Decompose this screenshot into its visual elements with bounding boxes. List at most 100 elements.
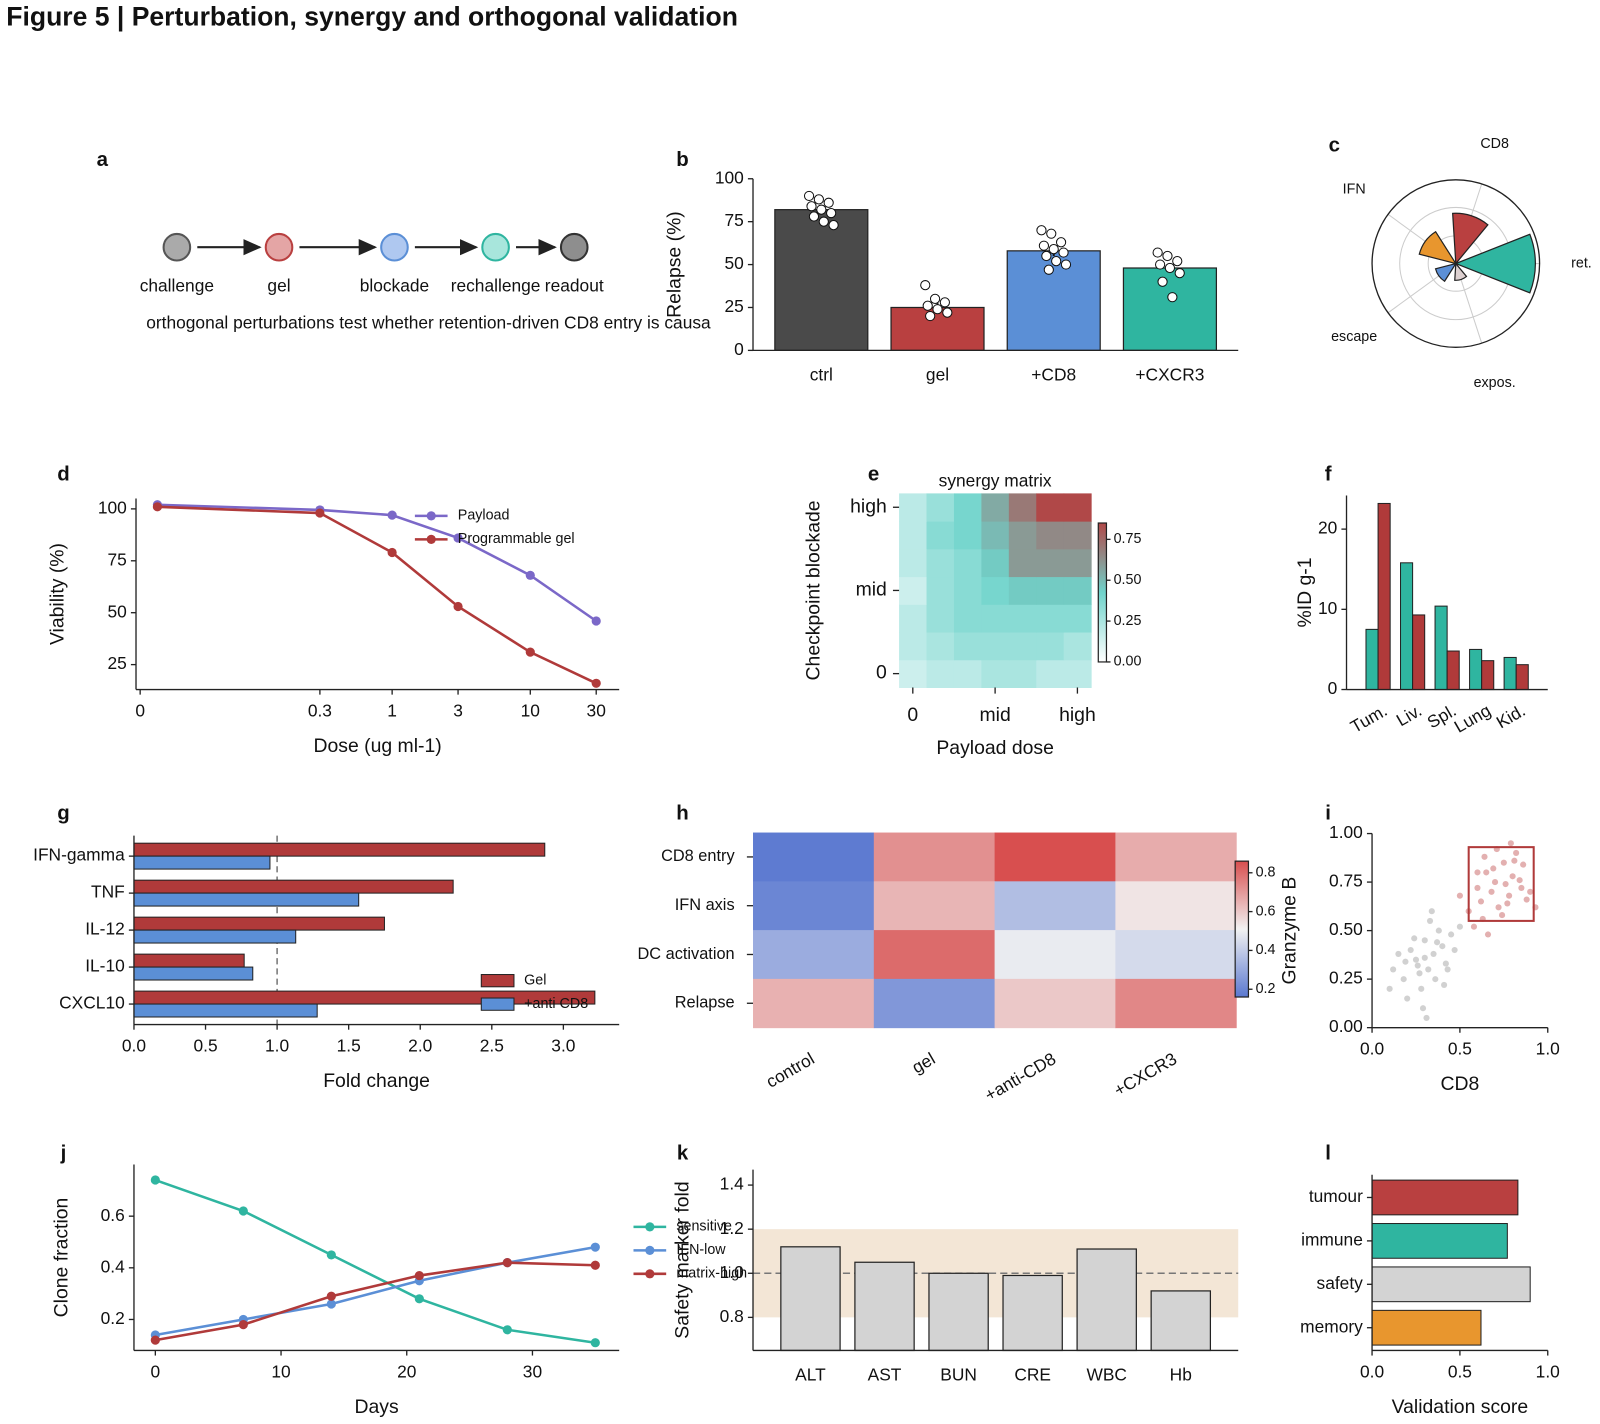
data-point — [1172, 256, 1183, 267]
y-tick-label: 1.2 — [720, 1218, 744, 1238]
line — [154, 1178, 596, 1344]
heatmap-cell — [1008, 576, 1037, 605]
scatter-point — [1507, 840, 1514, 847]
data-point — [1164, 262, 1176, 274]
heatmap-cell — [981, 576, 1010, 605]
scatter-point — [1527, 888, 1534, 895]
panel-label: i — [1325, 803, 1331, 825]
scatter-point — [1500, 859, 1507, 866]
line-marker — [387, 510, 397, 520]
bar — [1481, 660, 1495, 691]
panel-label: j — [60, 1143, 67, 1165]
x-tick-label: 1.0 — [265, 1036, 289, 1056]
colorbar — [1097, 522, 1108, 663]
heatmap-cell — [873, 832, 996, 882]
bar — [1150, 1290, 1212, 1352]
scatter-point — [1432, 976, 1439, 983]
scatter-point — [1474, 869, 1481, 876]
scatter-point — [1483, 869, 1490, 876]
scatter-point — [1390, 966, 1397, 973]
polar-bar — [1454, 261, 1468, 281]
heatmap-cell — [753, 832, 875, 882]
heatmap-cell — [953, 576, 982, 605]
line — [157, 505, 597, 685]
line-marker — [150, 1335, 160, 1345]
legend-label: +anti CD8 — [524, 996, 588, 1012]
x-tick-label: 0.5 — [1448, 1362, 1472, 1382]
x-tick-label: Kid. — [1493, 700, 1529, 732]
data-point — [1046, 228, 1057, 239]
flow-node — [162, 232, 192, 262]
heatmap-cell — [953, 548, 982, 578]
y-tick-label: 75 — [725, 210, 744, 230]
scatter-point — [1439, 943, 1446, 950]
data-point — [1036, 225, 1047, 236]
y-tick-label: 10 — [1318, 598, 1337, 618]
bar — [133, 953, 245, 968]
x-tick-label: ctrl — [810, 364, 833, 384]
y-tick-label: 75 — [108, 549, 127, 569]
heatmap-cell — [1036, 548, 1065, 578]
line-marker — [152, 502, 163, 512]
line-marker — [326, 1291, 336, 1301]
legend-marker — [645, 1269, 655, 1279]
scatter-point — [1495, 904, 1502, 911]
data-point — [1048, 244, 1059, 255]
polar-bar — [1418, 230, 1458, 265]
figure-title: Figure 5 | Perturbation, synergy and ort… — [6, 1, 738, 31]
y-tick-label: Relapse — [675, 994, 735, 1012]
heatmap-cell — [753, 978, 875, 1029]
heatmap-cell — [899, 604, 928, 633]
x-tick-label: 10 — [521, 701, 540, 721]
flow-node-label: blockade — [360, 276, 429, 296]
x-tick-label: 10 — [271, 1362, 290, 1382]
x-tick-label: 0.3 — [308, 701, 332, 721]
panel-label: g — [57, 803, 69, 825]
data-point — [920, 280, 931, 291]
bar — [133, 855, 271, 870]
x-tick-label: control — [763, 1048, 818, 1091]
y-tick-label: 25 — [108, 653, 127, 673]
heatmap-cell — [1115, 978, 1237, 1029]
line-marker — [238, 1320, 248, 1330]
panel-label: l — [1325, 1143, 1331, 1165]
x-tick-label: mid — [979, 704, 1010, 726]
data-point — [823, 197, 834, 208]
line-marker — [590, 1242, 600, 1252]
colorbar-tick-label: 0.25 — [1114, 613, 1142, 629]
x-tick-label: +CXCR3 — [1110, 1048, 1180, 1100]
scatter-point — [1423, 1014, 1430, 1022]
x-tick-label: high — [1059, 704, 1096, 726]
panel-label: b — [676, 149, 688, 171]
flow-node-label: challenge — [140, 276, 214, 296]
x-tick-label: +CD8 — [1031, 364, 1076, 384]
polar-label: IFN — [1343, 181, 1366, 197]
scatter-point — [1490, 865, 1497, 872]
data-point — [1043, 264, 1054, 275]
line-marker — [326, 1250, 336, 1260]
scatter-point — [1523, 896, 1530, 903]
line-marker — [502, 1258, 512, 1268]
heatmap-cell — [1063, 576, 1092, 605]
x-tick-label: 30 — [587, 701, 606, 721]
scatter-point — [1430, 950, 1437, 957]
heatmap-cell — [899, 493, 928, 522]
y-tick-label: 50 — [108, 601, 127, 621]
bar — [928, 1272, 989, 1352]
scatter-point — [1407, 946, 1414, 954]
bar — [133, 916, 385, 931]
y-tick-label: 0.00 — [1329, 1016, 1363, 1036]
y-tick-label: 20 — [1318, 518, 1337, 538]
scatter-point — [1456, 923, 1463, 930]
scatter-point — [1428, 908, 1435, 915]
polar-label: CD8 — [1480, 136, 1509, 152]
line-marker — [590, 1338, 600, 1348]
line-marker — [150, 1175, 160, 1185]
heatmap-cell — [953, 521, 982, 550]
heatmap-cell — [926, 604, 955, 633]
scatter-point — [1395, 950, 1402, 957]
x-tick-label: gel — [908, 1048, 938, 1077]
x-tick-label: 0.0 — [122, 1036, 146, 1056]
scatter-point — [1414, 962, 1421, 969]
